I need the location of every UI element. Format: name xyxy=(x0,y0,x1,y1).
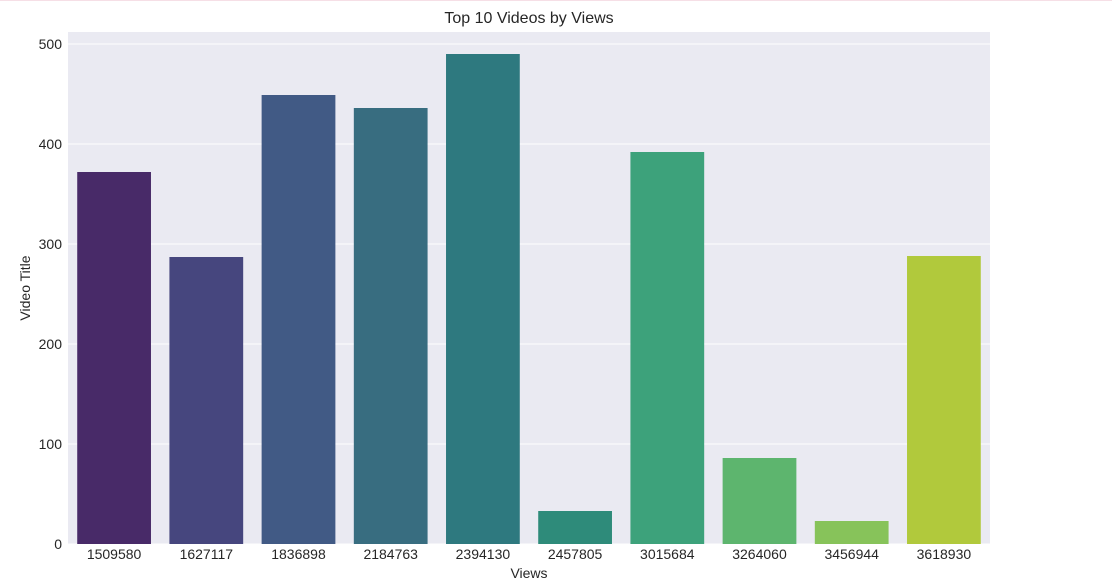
x-tick-label: 3456944 xyxy=(824,546,879,562)
bar-3264060 xyxy=(722,458,797,544)
y-tick-label: 400 xyxy=(39,136,63,152)
x-tick-label: 3264060 xyxy=(732,546,787,562)
bar-2457805 xyxy=(538,511,612,544)
x-tick-label: 1509580 xyxy=(87,546,142,562)
x-tick-label: 3618930 xyxy=(917,546,972,562)
bar-1627117 xyxy=(169,257,244,544)
x-tick-label: 3015684 xyxy=(640,546,695,562)
x-tick-label: 2184763 xyxy=(363,546,418,562)
y-tick-label: 200 xyxy=(39,336,63,352)
bar-2184763 xyxy=(353,108,428,544)
bar-3456944 xyxy=(814,521,889,544)
x-tick-label: 1836898 xyxy=(271,546,326,562)
y-tick-label: 500 xyxy=(39,36,63,52)
chart-title: Top 10 Videos by Views xyxy=(444,10,613,27)
bar-1836898 xyxy=(261,95,336,544)
y-tick-labels: 0 100 200 300 400 500 xyxy=(39,36,63,552)
bar-2394130 xyxy=(446,54,520,544)
bars xyxy=(77,54,981,544)
x-tick-label: 2394130 xyxy=(456,546,511,562)
bar-3618930 xyxy=(907,256,981,544)
y-tick-label: 300 xyxy=(39,236,63,252)
x-tick-label: 2457805 xyxy=(548,546,603,562)
x-tick-labels: 1509580 1627117 1836898 2184763 2394130 24578… xyxy=(87,546,972,562)
y-axis-label: Video Title xyxy=(17,255,33,320)
y-tick-label: 100 xyxy=(39,436,63,452)
x-axis-label: Views xyxy=(510,565,547,581)
y-tick-label: 0 xyxy=(54,536,62,552)
x-tick-label: 1627117 xyxy=(180,546,234,562)
bar-1509580 xyxy=(77,172,151,544)
bar-3015684 xyxy=(630,152,705,544)
top-border-line xyxy=(0,0,1112,1)
